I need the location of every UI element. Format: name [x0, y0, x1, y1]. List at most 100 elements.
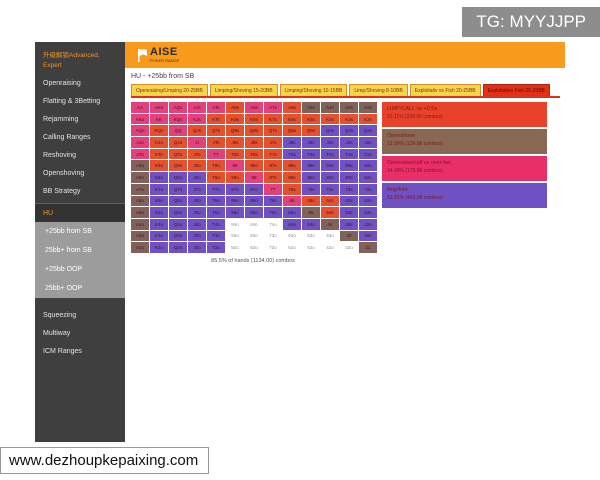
hand-cell[interactable]: A4s — [321, 102, 339, 113]
hand-cell[interactable]: 74o — [264, 218, 282, 230]
hand-cell[interactable]: 44 — [321, 218, 339, 230]
hand-cell[interactable]: Q5s — [302, 125, 320, 137]
hand-cell[interactable]: K6s — [283, 113, 301, 125]
hand-cell[interactable]: Q6o — [169, 195, 187, 207]
hand-cell[interactable]: T7s — [264, 148, 282, 160]
hand-cell[interactable]: J4s — [321, 137, 339, 148]
sidebar-item[interactable]: Reshoving — [43, 151, 77, 159]
hand-cell[interactable]: K5s — [302, 113, 320, 125]
hand-cell[interactable]: 52o — [302, 242, 320, 253]
hand-cell[interactable]: A9s — [226, 102, 244, 113]
hand-cell[interactable]: 96o — [226, 195, 244, 207]
hand-cell[interactable]: A5s — [302, 102, 320, 113]
hand-cell[interactable]: A2s — [359, 102, 377, 113]
hand-cell[interactable]: JTo — [188, 148, 206, 160]
hand-cell[interactable]: 94o — [226, 218, 244, 230]
hand-cell[interactable]: 72o — [264, 242, 282, 253]
hand-cell[interactable]: J9o — [188, 160, 206, 172]
hand-cell[interactable]: Q4s — [321, 125, 339, 137]
hand-cell[interactable]: J3o — [188, 230, 206, 242]
hand-cell[interactable]: 72s — [359, 183, 377, 195]
hand-cell[interactable]: 32s — [359, 230, 377, 242]
hand-cell[interactable]: T2s — [359, 148, 377, 160]
sidebar-item[interactable]: Calling Ranges — [43, 133, 91, 141]
hand-cell[interactable]: QJs — [188, 125, 206, 137]
hand-cell[interactable]: K7s — [264, 113, 282, 125]
hand-cell[interactable]: Q4o — [169, 218, 187, 230]
hand-cell[interactable]: QQ — [169, 125, 187, 137]
hand-cell[interactable]: 96s — [283, 160, 301, 172]
hand-cell[interactable]: 85s — [302, 172, 320, 183]
hand-cell[interactable]: 92o — [226, 242, 244, 253]
hand-cell[interactable]: ATo — [131, 148, 149, 160]
hand-cell[interactable]: JJ — [188, 137, 206, 148]
sidebar-item[interactable]: BB Strategy — [43, 187, 81, 195]
hand-cell[interactable]: 22 — [359, 242, 377, 253]
hand-cell[interactable]: K4s — [321, 113, 339, 125]
hand-cell[interactable]: J6s — [283, 137, 301, 148]
hand-cell[interactable]: 98o — [226, 172, 244, 183]
tab[interactable]: Openraising/Limping 20-25BB — [131, 84, 208, 96]
hand-cell[interactable]: T2o — [207, 242, 225, 253]
hand-cell[interactable]: Q9s — [226, 125, 244, 137]
hand-cell[interactable]: A3o — [131, 230, 149, 242]
hand-cell[interactable]: J3s — [340, 137, 358, 148]
hand-cell[interactable]: T6o — [207, 195, 225, 207]
hand-cell[interactable]: KJs — [188, 113, 206, 125]
hand-cell[interactable]: Q2o — [169, 242, 187, 253]
hand-cell[interactable]: 84o — [245, 218, 263, 230]
tab[interactable]: Limping/Shoving 10-15BB — [279, 84, 348, 96]
hand-cell[interactable]: T3o — [207, 230, 225, 242]
hand-cell[interactable]: 62o — [283, 242, 301, 253]
hand-cell[interactable]: T8o — [207, 172, 225, 183]
hand-cell[interactable]: 32o — [340, 242, 358, 253]
hand-cell[interactable]: K8o — [150, 172, 168, 183]
hand-cell[interactable]: ATs — [207, 102, 225, 113]
tab[interactable]: Limp/Shoving 8-10BB — [349, 84, 408, 96]
hand-cell[interactable]: J5o — [188, 207, 206, 218]
sidebar-subitem[interactable]: +25bb OOP — [45, 266, 83, 274]
tab[interactable]: Limping/Shoving 15-20BB — [209, 84, 278, 96]
hand-cell[interactable]: A4o — [131, 218, 149, 230]
hand-cell[interactable]: T9s — [226, 148, 244, 160]
hand-cell[interactable]: K3o — [150, 230, 168, 242]
legend-item[interactable]: LIMP/CALL vs +0.5x 20.11% (228.06 combos) — [382, 102, 547, 127]
hand-cell[interactable]: 74s — [321, 183, 339, 195]
hand-cell[interactable]: AQo — [131, 125, 149, 137]
hand-cell[interactable]: KTo — [150, 148, 168, 160]
hand-cell[interactable]: Q8o — [169, 172, 187, 183]
hand-cell[interactable]: 76o — [264, 195, 282, 207]
hand-cell[interactable]: 33 — [340, 230, 358, 242]
hand-cell[interactable]: 85o — [245, 207, 263, 218]
hand-cell[interactable]: 76s — [283, 183, 301, 195]
hand-cell[interactable]: 42s — [359, 218, 377, 230]
hand-cell[interactable]: 86o — [245, 195, 263, 207]
hand-cell[interactable]: 75o — [264, 207, 282, 218]
hand-cell[interactable]: K7o — [150, 183, 168, 195]
hand-cell[interactable]: 52s — [359, 207, 377, 218]
sidebar-subitem[interactable]: 25bb+ from SB — [45, 247, 92, 255]
hand-cell[interactable]: JTs — [207, 137, 225, 148]
hand-cell[interactable]: 77 — [264, 183, 282, 195]
hand-cell[interactable]: 88 — [245, 172, 263, 183]
hand-cell[interactable]: J6o — [188, 195, 206, 207]
hand-cell[interactable]: 53s — [340, 207, 358, 218]
hand-cell[interactable]: 95s — [302, 160, 320, 172]
hand-cell[interactable]: T5s — [302, 148, 320, 160]
hand-cell[interactable]: 84s — [321, 172, 339, 183]
sidebar-item[interactable]: Multiway — [43, 329, 71, 337]
hand-cell[interactable]: 63s — [340, 195, 358, 207]
hand-cell[interactable]: Q2s — [359, 125, 377, 137]
hand-cell[interactable]: 73s — [340, 183, 358, 195]
hand-cell[interactable]: AJs — [188, 102, 206, 113]
hand-cell[interactable]: 54o — [302, 218, 320, 230]
hand-cell[interactable]: 94s — [321, 160, 339, 172]
hand-cell[interactable]: T6s — [283, 148, 301, 160]
hand-cell[interactable]: 83o — [245, 230, 263, 242]
hand-cell[interactable]: T3s — [340, 148, 358, 160]
hand-cell[interactable]: 65o — [283, 207, 301, 218]
hand-cell[interactable]: T9o — [207, 160, 225, 172]
hand-cell[interactable]: 65s — [302, 195, 320, 207]
legend-item[interactable]: Openshove 12.99% (139.06 combos) — [382, 129, 547, 154]
hand-cell[interactable]: J8s — [245, 137, 263, 148]
